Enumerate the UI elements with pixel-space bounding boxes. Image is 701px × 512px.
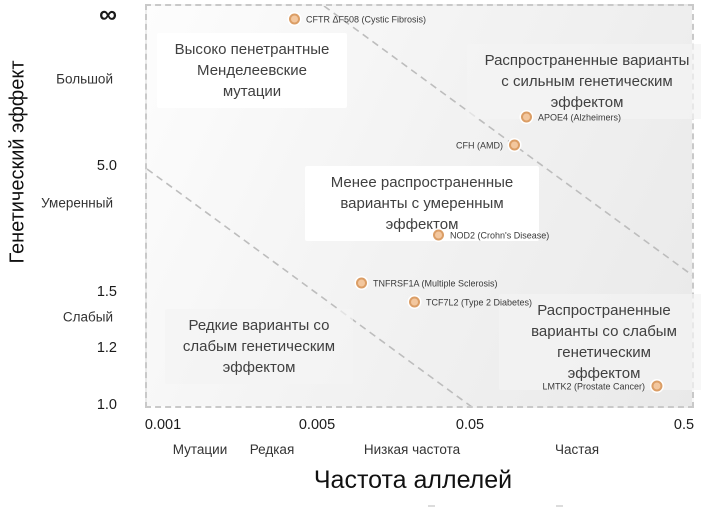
region-line: Менделеевские [197,62,307,79]
threshold-dashed-line [147,168,472,406]
point-label: NOD2 (Crohn's Disease) [450,230,550,240]
region-line: с сильным генетическим [501,73,673,90]
point-label: LMTK2 (Prostate Cancer) [542,381,645,391]
region-line: слабым генетическим [182,338,336,355]
data-point: TNFRSF1A (Multiple Sclerosis) [356,277,498,289]
y-tick-label: 1.2 [96,340,117,356]
y-tick-label: 1.0 [96,397,117,413]
region-line: Распространенные варианты [484,52,690,69]
y-tick-label: ∞ [99,0,117,29]
data-point: LMTK2 (Prostate Cancer) [542,380,662,392]
region-line: Высоко пенетрантные [174,41,330,58]
point-label: TNFRSF1A (Multiple Sclerosis) [373,278,498,288]
x-axis-title: Частота аллелей [313,466,513,494]
region-label-common-strong: Распространенные варианты с сильным гене… [467,44,701,119]
data-point: NOD2 (Crohn's Disease) [433,229,550,241]
data-point: CFH (AMD) [456,139,520,151]
region-line: эффектом [385,216,459,233]
region-line: Редкие варианты со [188,317,330,334]
region-line: эффектом [222,359,296,376]
point-marker [409,296,420,308]
point-marker [509,139,520,151]
region-line: варианты с умеренным [340,195,504,212]
x-category-label: Низкая частота [363,442,461,457]
region-label-common-weak: Распространенные варианты со слабым гене… [499,294,701,390]
point-marker [433,229,444,241]
x-tick-label: 0.001 [144,417,182,433]
region-line: Распространенные [537,302,671,319]
point-marker [356,277,367,289]
region-label-high-penetrance: Высоко пенетрантные Менделеевские мутаци… [157,33,347,108]
y-tick-label: Умеренный [41,195,113,211]
point-marker [289,13,300,25]
x-category-label: Мутации [172,442,228,457]
region-line: генетическим [557,344,651,361]
cropped-text-artifact [556,505,563,507]
region-label-less-common-moderate: Менее распространенные варианты с умерен… [305,166,539,241]
point-label: CFTR ΔF508 (Cystic Fibrosis) [306,14,427,24]
point-label: APOE4 (Alzheimers) [538,112,622,122]
y-tick-label: 5.0 [96,158,117,174]
region-label-rare-weak: Редкие варианты со слабым генетическим э… [165,309,353,384]
data-point: TCF7L2 (Type 2 Diabetes) [409,296,533,308]
point-marker [521,111,532,123]
y-tick-label: 1.5 [96,284,117,300]
plot-area: Высоко пенетрантные Менделеевские мутаци… [145,4,701,408]
region-line: эффектом [567,365,641,382]
y-tick-label: Слабый [62,309,113,325]
region-line: Менее распространенные [330,174,514,191]
x-tick-label: 0.5 [673,417,695,433]
region-line: варианты со слабым [531,323,677,340]
region-line: эффектом [550,94,624,111]
cropped-text-artifact [428,505,435,507]
point-label: TCF7L2 (Type 2 Diabetes) [426,297,533,307]
x-tick-label: 0.05 [455,417,485,433]
x-category-label: Редкая [249,442,295,457]
x-tick-label: 0.005 [298,417,336,433]
x-category-label: Частая [554,442,600,457]
region-line: мутации [222,83,282,100]
y-tick-label: Большой [56,71,113,87]
data-point: CFTR ΔF508 (Cystic Fibrosis) [289,13,427,25]
point-marker [651,380,662,392]
data-point: APOE4 (Alzheimers) [521,111,622,123]
point-label: CFH (AMD) [456,140,503,150]
